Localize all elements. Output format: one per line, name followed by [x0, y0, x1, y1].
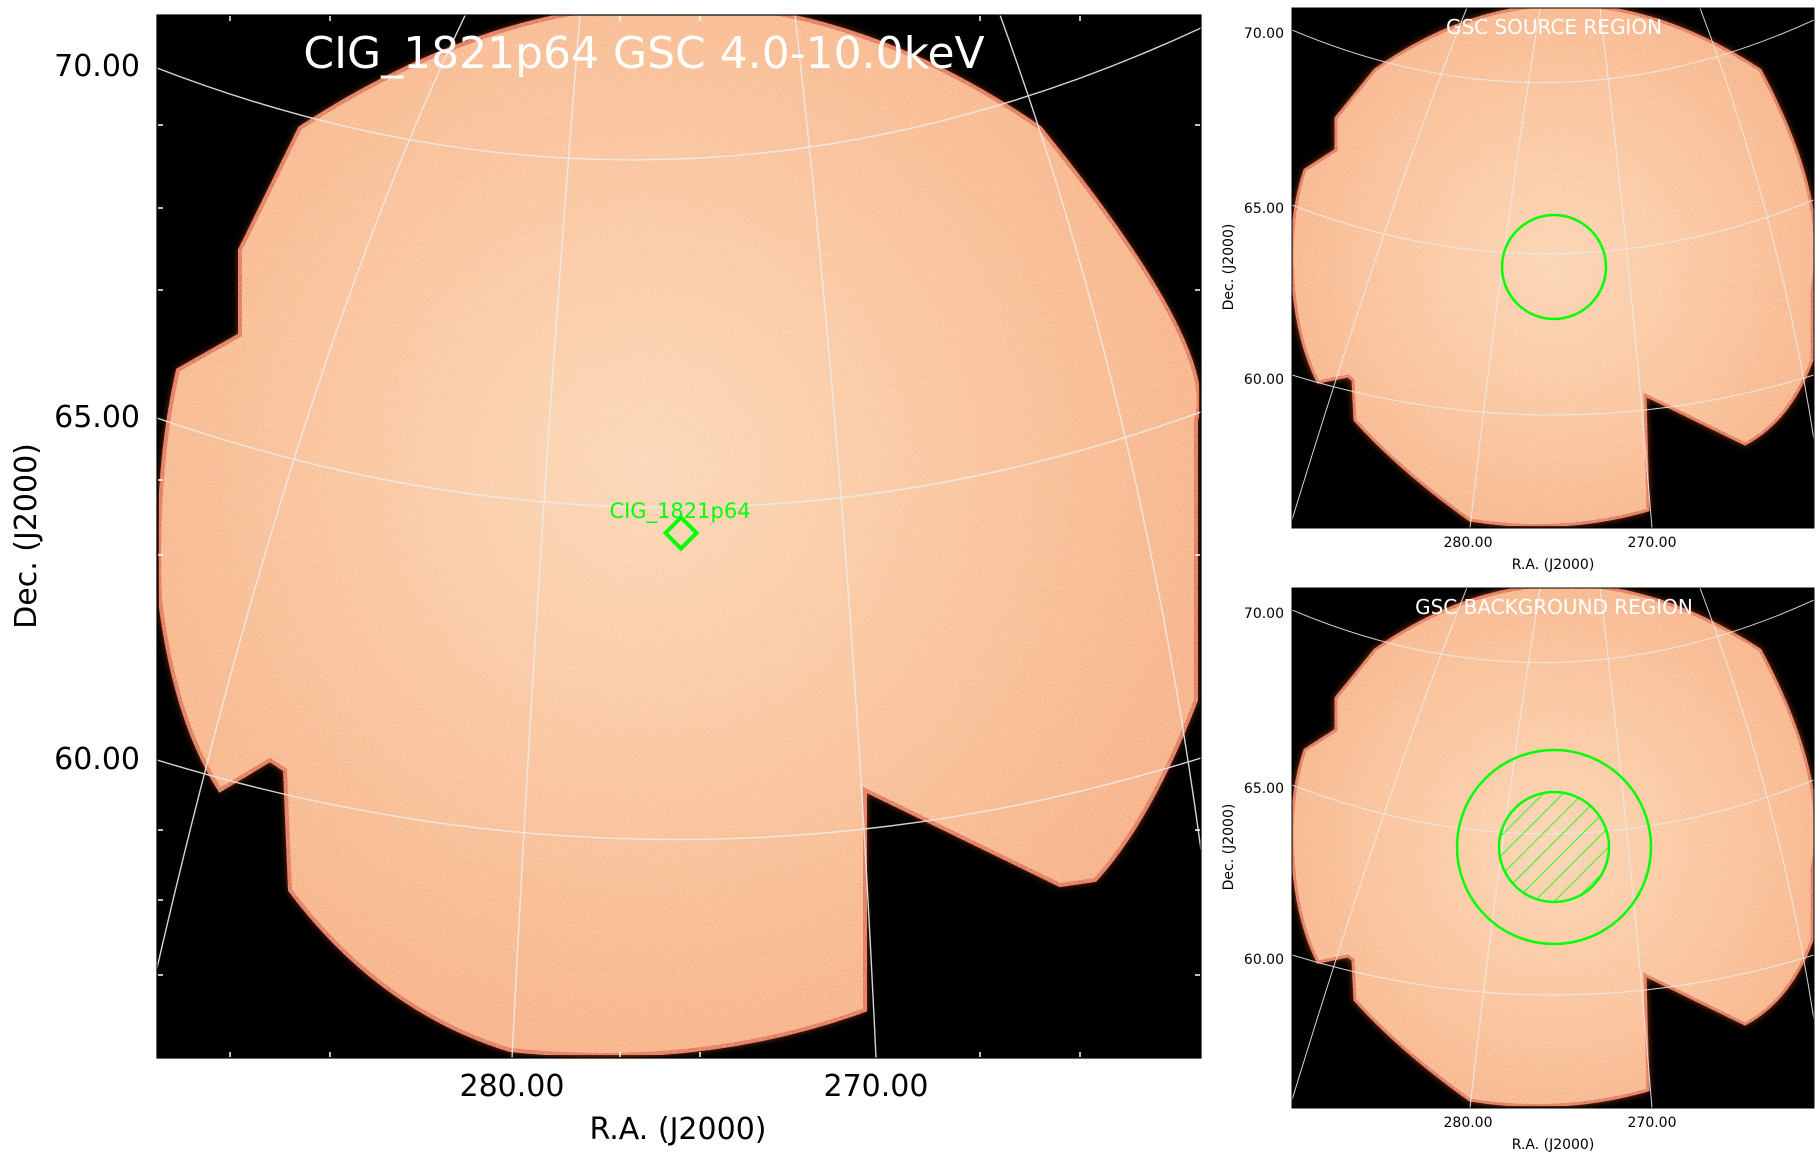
source-region-panel: GSC SOURCE REGION 70.00 65.00 60.00 280.…: [1221, 7, 1815, 573]
background-y-tick-label: 65.00: [1244, 781, 1284, 797]
source-x-tick-label: 280.00: [1444, 535, 1493, 551]
source-extraction-circle: [1500, 213, 1608, 321]
source-diamond-marker: [662, 514, 700, 552]
source-marker-label: CIG_1821p64: [609, 499, 750, 524]
main-panel-title: CIG_1821p64 GSC 4.0-10.0keV: [303, 28, 984, 79]
background-annulus-outer-circle: [1455, 748, 1653, 946]
source-exposure-map: [1292, 8, 1814, 528]
background-x-axis-label: R.A. (J2000): [1512, 1137, 1595, 1153]
main-y-tick-label: 65.00: [54, 400, 140, 435]
main-coordinate-grid: [157, 15, 1201, 1058]
background-excluded-source-circle: [1497, 790, 1611, 904]
background-x-tick-label: 270.00: [1628, 1115, 1677, 1131]
background-plot-frame: [1291, 587, 1815, 1109]
background-y-axis-label: Dec. (J2000): [1221, 804, 1237, 891]
source-y-tick-label: 70.00: [1244, 26, 1284, 42]
main-x-tick-label: 280.00: [460, 1069, 565, 1104]
main-exposure-map: [157, 15, 1201, 1057]
main-x-tick-label: 270.00: [824, 1069, 929, 1104]
source-panel-title: GSC SOURCE REGION: [1446, 15, 1662, 39]
main-plot-frame: [156, 14, 1202, 1059]
main-y-axis-label: Dec. (J2000): [9, 443, 44, 629]
background-panel-title: GSC BACKGROUND REGION: [1415, 595, 1693, 619]
main-panel: CIG_1821p64 CIG_1821p64 GSC 4.0-10.0keV …: [9, 14, 1202, 1147]
source-x-tick-label: 270.00: [1628, 535, 1677, 551]
source-y-tick-label: 60.00: [1244, 372, 1284, 388]
main-minor-ticks: [158, 16, 1200, 1057]
background-y-tick-label: 70.00: [1244, 606, 1284, 622]
background-coordinate-grid: [1292, 588, 1814, 1108]
source-y-axis-label: Dec. (J2000): [1221, 224, 1237, 311]
background-y-tick-label: 60.00: [1244, 952, 1284, 968]
background-x-tick-label: 280.00: [1444, 1115, 1493, 1131]
main-y-tick-label: 60.00: [54, 742, 140, 777]
background-region-panel: GSC BACKGROUND REGION 70.00 65.00 60.00 …: [1221, 587, 1815, 1153]
main-x-axis-label: R.A. (J2000): [590, 1112, 767, 1147]
source-y-tick-label: 65.00: [1244, 201, 1284, 217]
source-plot-frame: [1291, 7, 1815, 529]
source-x-axis-label: R.A. (J2000): [1512, 557, 1595, 573]
main-y-tick-label: 70.00: [54, 49, 140, 84]
